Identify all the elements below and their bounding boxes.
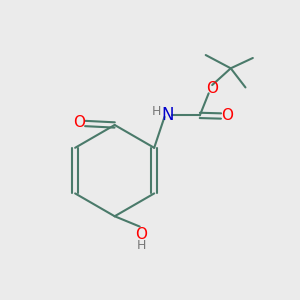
Text: O: O [135, 227, 147, 242]
Text: O: O [221, 109, 233, 124]
Text: N: N [161, 106, 174, 124]
Text: O: O [206, 80, 218, 95]
Text: O: O [73, 116, 85, 130]
Text: H: H [152, 105, 161, 118]
Text: H: H [136, 239, 146, 252]
